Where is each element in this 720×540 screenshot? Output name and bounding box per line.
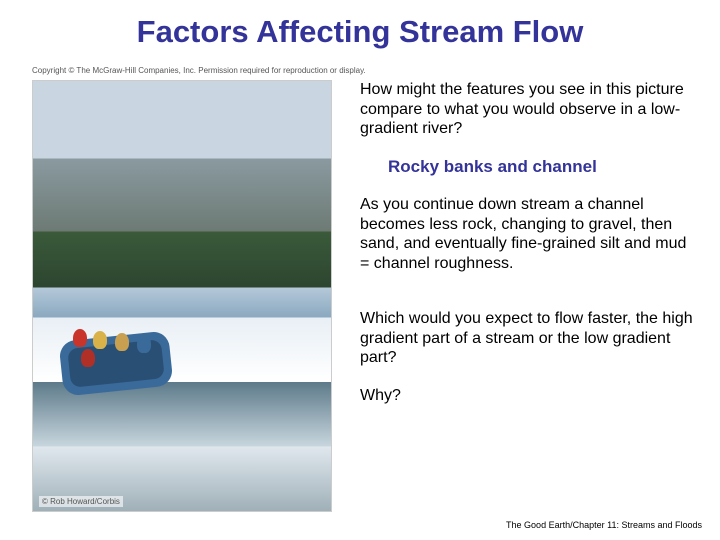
rafter-icon [81,349,95,367]
rafter-icon [93,331,107,349]
footer-text: The Good Earth/Chapter 11: Streams and F… [506,520,702,530]
rafter-icon [73,329,87,347]
rafter-icon [115,333,129,351]
body-paragraph: As you continue down stream a channel be… [360,195,700,273]
spacer [360,291,700,309]
text-column: How might the features you see in this p… [360,80,700,405]
rafter-icon [137,335,151,353]
image-credit: © Rob Howard/Corbis [39,496,123,507]
followup-question: Which would you expect to flow faster, t… [360,309,700,368]
why-question: Why? [360,386,700,406]
subheading: Rocky banks and channel [388,157,700,178]
page-title: Factors Affecting Stream Flow [0,0,720,58]
intro-question: How might the features you see in this p… [360,80,700,139]
stream-photo: © Rob Howard/Corbis [32,80,332,512]
copyright-text: Copyright © The McGraw-Hill Companies, I… [32,66,366,75]
